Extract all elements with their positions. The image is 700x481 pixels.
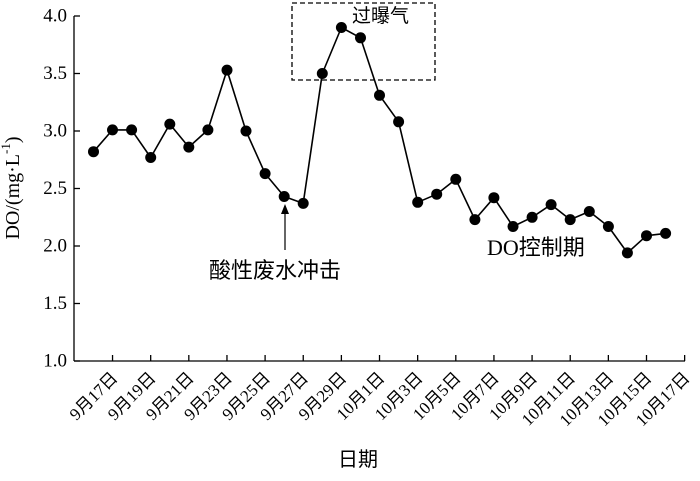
over-aeration-box xyxy=(291,2,436,81)
data-point xyxy=(621,247,633,259)
data-point xyxy=(183,141,195,153)
data-point xyxy=(602,221,614,232)
y-axis-label: DO/(mg·L-1) xyxy=(0,136,24,239)
y-tick-label: 4.0 xyxy=(43,6,67,27)
data-point xyxy=(545,199,557,211)
annotations: 过曝气 酸性废水冲击 DO控制期 xyxy=(209,2,585,283)
data-point xyxy=(164,118,176,130)
data-point xyxy=(583,206,595,217)
do-control-label: DO控制期 xyxy=(487,235,585,260)
x-axis-label: 日期 xyxy=(338,449,378,471)
y-axis-label-main: DO/(mg·L xyxy=(2,154,24,240)
data-point xyxy=(335,22,347,33)
y-tick-label: 1.0 xyxy=(43,351,67,372)
data-point xyxy=(431,188,443,200)
y-tick-label: 3.5 xyxy=(43,63,67,84)
data-point xyxy=(202,124,214,136)
data-point xyxy=(107,124,118,136)
data-point xyxy=(564,214,576,226)
data-point xyxy=(450,173,462,185)
data-point xyxy=(660,227,672,239)
y-tick-label: 3.0 xyxy=(43,121,67,142)
acid-shock-arrow-head xyxy=(281,204,289,214)
y-tick-label: 2.0 xyxy=(43,236,67,257)
data-point xyxy=(374,89,385,101)
data-point xyxy=(469,214,481,226)
data-point xyxy=(526,211,538,223)
x-ticks: 9月17日9月19日9月21日9月23日9月25日9月27日9月29日10月1日… xyxy=(66,355,693,430)
data-point xyxy=(259,168,271,180)
data-point xyxy=(145,152,157,163)
data-point xyxy=(355,32,366,44)
data-point xyxy=(393,116,405,128)
data-point xyxy=(297,197,309,209)
y-axis-label-end: ) xyxy=(2,136,24,143)
data-point xyxy=(507,221,519,232)
axes xyxy=(73,16,685,362)
data-point xyxy=(412,196,424,208)
acid-shock-label: 酸性废水冲击 xyxy=(209,258,341,283)
y-tick-label: 1.5 xyxy=(43,293,67,314)
data-point xyxy=(278,191,290,202)
data-series-line xyxy=(92,26,666,254)
y-axis-label-superscript: -1 xyxy=(0,143,13,154)
data-point xyxy=(240,125,252,137)
data-point xyxy=(488,192,500,204)
data-point xyxy=(126,124,138,136)
data-series xyxy=(88,22,672,259)
y-ticks: 1.0 1.5 2.0 2.5 3.0 3.5 4.0 xyxy=(43,6,80,372)
data-point xyxy=(316,68,328,79)
data-point xyxy=(641,230,652,242)
data-point xyxy=(221,64,233,76)
data-point xyxy=(88,146,99,158)
y-tick-label: 2.5 xyxy=(43,178,67,199)
over-aeration-label: 过曝气 xyxy=(352,5,409,27)
